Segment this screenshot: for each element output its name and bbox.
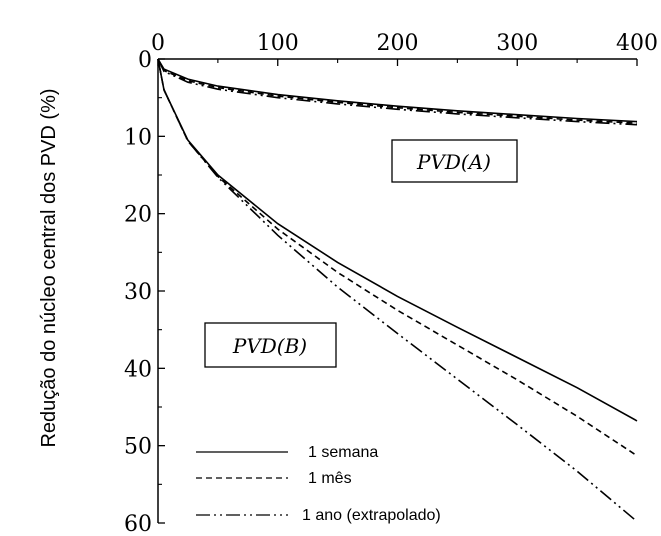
y-tick-label-30: 30 [124, 280, 152, 305]
annotation-pvd-b-label: PVD(B) [232, 334, 307, 358]
y-tick-label-10: 10 [124, 125, 152, 150]
series-pvdb-dashed [157, 58, 638, 457]
x-tick-label-100: 100 [257, 31, 299, 56]
annotation-pvd-b: PVD(B) [204, 322, 337, 368]
y-tick-label-40: 40 [124, 357, 152, 382]
x-tick-label-400: 400 [616, 31, 658, 56]
y-tick-label-60: 60 [124, 512, 152, 536]
annotation-pvd-a-label: PVD(A) [416, 150, 491, 174]
legend: 1 semana 1 mês 1 ano (extrapolado) [196, 444, 441, 524]
legend-label-1-mes: 1 mês [308, 470, 352, 487]
y-ticks: 0 10 20 30 40 50 60 [124, 48, 165, 536]
series-pvda-dashdotdot [157, 58, 638, 126]
series-pvda-solid [157, 58, 638, 123]
y-tick-label-20: 20 [124, 203, 152, 228]
y-axis-title: Redução do núcleo central dos PVD (%) [38, 88, 60, 447]
series-pvda-dashed [157, 58, 638, 124]
x-tick-label-300: 300 [496, 31, 538, 56]
x-tick-label-0: 0 [151, 31, 165, 56]
x-tick-label-200: 200 [377, 31, 419, 56]
y-tick-label-50: 50 [124, 435, 152, 460]
annotation-pvd-a: PVD(A) [391, 139, 518, 183]
legend-label-1-ano: 1 ano (extrapolado) [302, 507, 441, 524]
legend-label-1-semana: 1 semana [308, 444, 378, 461]
series-layer [157, 58, 638, 523]
x-ticks: 0 100 200 300 400 [151, 31, 658, 66]
axes [157, 58, 637, 523]
series-pvdb-dashdotdot [157, 58, 638, 523]
y-tick-label-0: 0 [138, 48, 152, 73]
